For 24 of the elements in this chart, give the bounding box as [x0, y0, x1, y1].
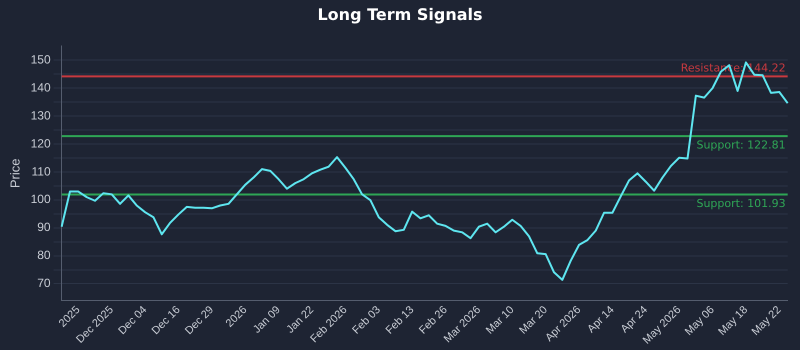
y-tick-label: 70 — [37, 276, 51, 290]
x-tick-label: Feb 13 — [384, 304, 416, 337]
x-tick-label: Dec 04 — [116, 304, 150, 338]
x-tick-label: Jan 09 — [251, 304, 283, 336]
x-tick-label: Dec 16 — [150, 304, 183, 338]
chart-title: Long Term Signals — [316, 4, 484, 26]
x-tick-label: May 18 — [716, 304, 750, 338]
y-tick-label: 80 — [37, 248, 51, 262]
y-tick-label: 120 — [30, 136, 51, 150]
y-tick-label: 150 — [30, 52, 51, 66]
y-tick-label: 130 — [30, 108, 51, 122]
ref-line-label: Support: 122.81 — [696, 138, 786, 152]
y-tick-label: 110 — [31, 164, 51, 178]
x-tick-label: May 22 — [750, 304, 784, 338]
x-tick-label: Dec 29 — [182, 304, 216, 338]
x-tick-label: Mar 10 — [484, 304, 517, 337]
y-tick-label: 100 — [30, 192, 51, 206]
x-tick-label: Apr 14 — [585, 304, 617, 336]
x-tick-label: May 06 — [682, 304, 717, 338]
y-tick-label: 90 — [37, 220, 51, 234]
x-tick-label: Feb 03 — [350, 304, 384, 337]
y-tick-label: 140 — [30, 80, 51, 94]
ref-line-label: Support: 101.93 — [696, 196, 786, 210]
y-axis-title: Price — [7, 158, 22, 188]
